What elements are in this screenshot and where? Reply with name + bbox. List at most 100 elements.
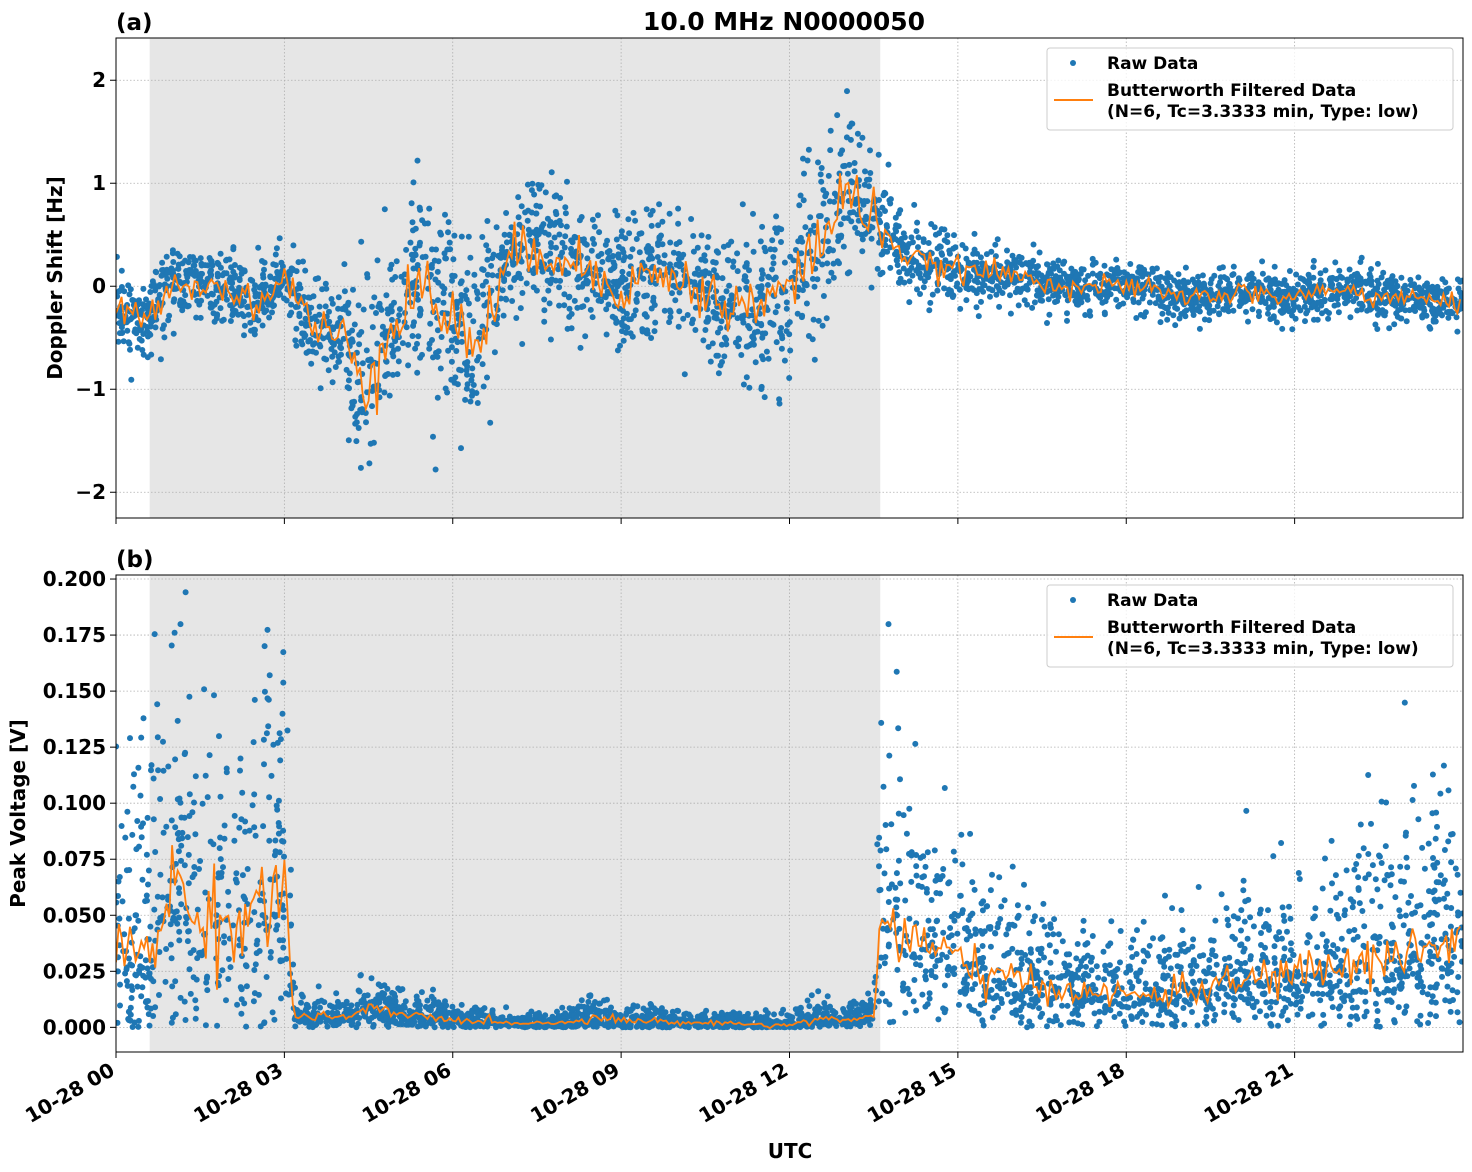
raw-data-point xyxy=(1357,281,1364,288)
raw-data-point xyxy=(652,319,659,326)
raw-data-point xyxy=(917,274,924,281)
raw-data-point xyxy=(128,376,135,383)
raw-data-point xyxy=(219,967,226,974)
raw-data-point xyxy=(542,189,549,196)
raw-data-point xyxy=(1420,305,1427,312)
raw-data-point xyxy=(1207,280,1214,287)
raw-data-point xyxy=(1347,314,1354,321)
raw-data-point xyxy=(1271,960,1278,966)
raw-data-point xyxy=(199,800,206,807)
raw-data-point xyxy=(900,230,907,237)
raw-data-point xyxy=(513,315,520,321)
raw-data-point xyxy=(251,824,258,831)
raw-data-point xyxy=(1265,305,1272,312)
raw-data-point xyxy=(698,232,705,239)
raw-data-point xyxy=(877,271,884,278)
raw-data-point xyxy=(758,275,765,282)
raw-data-point xyxy=(1409,797,1416,803)
raw-data-point xyxy=(596,229,603,236)
raw-data-point xyxy=(781,357,788,364)
raw-data-point xyxy=(726,301,733,308)
raw-data-point xyxy=(1155,279,1162,285)
raw-data-point xyxy=(893,668,900,675)
raw-data-point xyxy=(1064,310,1070,317)
raw-data-point xyxy=(882,242,889,249)
raw-data-point xyxy=(743,374,750,381)
raw-data-point xyxy=(1376,933,1383,940)
raw-data-point xyxy=(730,258,737,265)
raw-data-point xyxy=(1433,1013,1439,1020)
raw-data-point xyxy=(890,1018,897,1025)
raw-data-point xyxy=(556,284,563,291)
raw-data-point xyxy=(743,278,750,285)
raw-data-point xyxy=(1337,989,1344,995)
raw-data-point xyxy=(1286,957,1293,964)
raw-data-point xyxy=(626,271,633,277)
raw-data-point xyxy=(1096,1018,1103,1025)
raw-data-point xyxy=(1286,285,1293,292)
raw-data-point xyxy=(135,1017,142,1024)
raw-data-point xyxy=(1172,1023,1179,1030)
raw-data-point xyxy=(447,246,454,253)
raw-data-point xyxy=(393,258,400,265)
raw-data-point xyxy=(815,317,822,324)
raw-data-point xyxy=(881,870,888,877)
raw-data-point xyxy=(1374,886,1381,893)
raw-data-point xyxy=(892,225,899,232)
raw-data-point xyxy=(1101,262,1108,269)
raw-data-point xyxy=(815,988,822,995)
raw-data-point xyxy=(1059,279,1066,286)
raw-data-point xyxy=(1444,983,1451,990)
raw-data-point xyxy=(488,262,495,269)
raw-data-point xyxy=(556,302,563,309)
raw-data-point xyxy=(412,225,419,232)
raw-data-point xyxy=(346,370,353,377)
raw-data-point xyxy=(1336,978,1343,985)
raw-data-point xyxy=(1044,931,1051,938)
raw-data-point xyxy=(705,233,712,240)
raw-data-point xyxy=(947,925,954,931)
raw-data-point xyxy=(926,307,933,314)
raw-data-point xyxy=(944,232,951,239)
raw-data-point xyxy=(198,260,205,267)
raw-data-point xyxy=(1024,301,1031,308)
raw-data-point xyxy=(181,302,188,309)
raw-data-point xyxy=(392,338,399,345)
raw-data-point xyxy=(217,305,224,312)
raw-data-point xyxy=(293,325,300,332)
raw-data-point xyxy=(908,264,915,271)
raw-data-point xyxy=(381,206,388,213)
raw-data-point xyxy=(519,290,526,296)
raw-data-point xyxy=(1078,299,1085,306)
raw-data-point xyxy=(263,974,270,980)
raw-data-point xyxy=(174,250,181,257)
raw-data-point xyxy=(184,938,191,945)
raw-data-point xyxy=(1391,986,1398,993)
y-tick-label: 1 xyxy=(92,171,106,195)
raw-data-point xyxy=(1411,782,1417,789)
raw-data-point xyxy=(179,307,186,314)
raw-data-point xyxy=(1273,319,1280,326)
raw-data-point xyxy=(163,823,170,830)
raw-data-point xyxy=(131,925,138,932)
raw-data-point xyxy=(972,930,979,937)
raw-data-point xyxy=(921,873,927,880)
raw-data-point xyxy=(197,314,204,321)
raw-data-point xyxy=(584,255,591,262)
raw-data-point xyxy=(715,249,722,256)
raw-data-point xyxy=(294,303,301,310)
raw-data-point xyxy=(456,366,463,373)
raw-data-point xyxy=(1442,279,1449,286)
raw-data-point xyxy=(417,311,424,318)
raw-data-point xyxy=(763,348,770,355)
raw-data-point xyxy=(721,334,728,341)
raw-data-point xyxy=(518,203,525,210)
raw-data-point xyxy=(605,301,612,308)
raw-data-point xyxy=(876,863,882,870)
raw-data-point xyxy=(774,303,781,310)
raw-data-point xyxy=(147,289,154,295)
raw-data-point xyxy=(154,701,161,708)
raw-data-point xyxy=(1259,258,1266,265)
raw-data-point xyxy=(134,344,141,351)
raw-data-point xyxy=(874,265,881,272)
